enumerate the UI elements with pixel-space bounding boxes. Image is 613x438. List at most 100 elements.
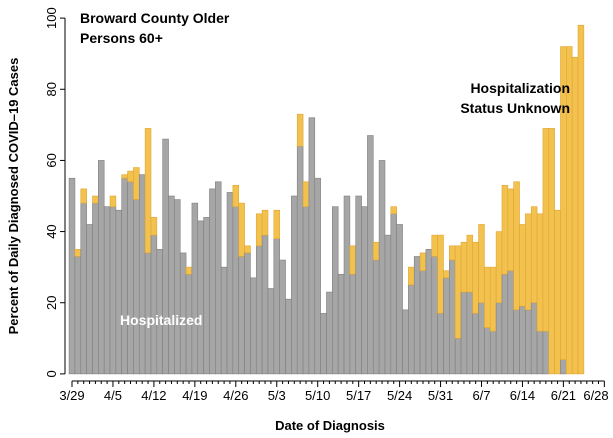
bar-segment: [291, 195, 298, 375]
bar-segment: [378, 160, 386, 375]
bar-segment: [232, 206, 240, 375]
x-tick-label: 4/5: [104, 388, 122, 403]
bar-segment: [507, 188, 514, 272]
bar-segment: [577, 24, 585, 375]
bar-segment: [489, 330, 497, 375]
bar-segment: [80, 188, 87, 204]
x-tick-label: 6/14: [510, 388, 535, 403]
bar-segment: [220, 266, 228, 375]
bar-segment: [501, 273, 509, 375]
bar-segment: [349, 273, 357, 375]
bar-segment: [501, 185, 509, 275]
bar-segment: [238, 256, 245, 375]
bar-segment: [466, 291, 474, 375]
bar-segment: [250, 277, 257, 375]
x-tick-label: 4/19: [182, 388, 207, 403]
series-label: Hospitalization Status Unknown: [460, 80, 570, 116]
x-tick-label: 4/12: [141, 388, 166, 403]
bar-segment: [197, 220, 204, 375]
bar-segment: [454, 245, 462, 339]
bar-segment: [168, 195, 175, 375]
bar-segment: [308, 117, 316, 375]
bar-segment: [367, 135, 374, 375]
bar-segment: [466, 234, 474, 293]
bar-segment: [109, 206, 117, 375]
bar-segment: [419, 270, 427, 375]
y-axis-label: Percent of Daily Diagnosed COVID–19 Case…: [6, 58, 21, 335]
bar-segment: [355, 195, 362, 375]
bar-segment: [460, 241, 468, 293]
bar-segment: [98, 160, 105, 375]
bar-segment: [326, 291, 333, 375]
bar-segment: [279, 259, 286, 375]
bar-segment: [372, 241, 380, 261]
bar-segment: [384, 234, 392, 375]
x-tick-label: 4/26: [223, 388, 248, 403]
bar-segment: [138, 174, 146, 375]
bar-segment: [343, 195, 351, 375]
bar-segment: [513, 309, 520, 375]
bar-segment: [472, 313, 479, 375]
bar-segment: [244, 245, 251, 254]
x-tick-label: 5/24: [387, 388, 412, 403]
bar-segment: [530, 206, 538, 304]
bar-segment: [390, 206, 397, 215]
bar-segment: [244, 252, 251, 375]
bar-segment: [372, 259, 380, 375]
bar-segment: [542, 128, 550, 332]
bar-segment: [92, 202, 99, 375]
bar-segment: [536, 213, 544, 332]
bar-segment: [332, 206, 339, 375]
bar-segment: [419, 252, 427, 272]
bar-segment: [519, 224, 526, 307]
bar-segment: [267, 288, 275, 375]
bar-segment: [215, 181, 222, 375]
bar-segment: [144, 128, 152, 254]
bar-segment: [443, 277, 450, 375]
bar-segment: [349, 245, 357, 275]
x-axis-label: Date of Diagnosis: [275, 418, 385, 433]
bar-segment: [431, 234, 438, 257]
bar-segment: [238, 202, 245, 257]
bar-segment: [396, 224, 403, 375]
x-tick-label: 5/10: [305, 388, 330, 403]
y-tick-label: 40: [44, 224, 59, 238]
y-tick-label: 100: [44, 7, 59, 29]
bar-segment: [320, 313, 327, 375]
bar-segment: [150, 217, 158, 236]
x-tick-label: 5/3: [268, 388, 286, 403]
bar-segment: [314, 177, 321, 375]
bar-segment: [472, 241, 479, 314]
bar-segment: [484, 327, 491, 375]
bar-segment: [437, 234, 444, 314]
y-tick-label: 0: [44, 370, 59, 377]
bar-segment: [530, 302, 538, 375]
bar-segment: [525, 309, 532, 375]
y-tick-label: 20: [44, 295, 59, 309]
bar-segment: [302, 181, 310, 207]
bar-segment: [226, 192, 234, 375]
x-tick-label: 3/29: [59, 388, 84, 403]
bar-segment: [478, 224, 485, 304]
bar-segment: [437, 313, 444, 375]
bar-segment: [495, 302, 503, 375]
bar-segment: [296, 113, 304, 147]
bar-segment: [361, 206, 368, 375]
bar-segment: [337, 273, 345, 375]
bar-segment: [74, 256, 82, 375]
bar-segment: [296, 145, 304, 375]
x-tick-label: 5/17: [346, 388, 371, 403]
bar-segment: [74, 249, 82, 257]
bar-segment: [103, 206, 111, 375]
bar-segment: [261, 234, 269, 375]
bar-segment: [121, 177, 128, 375]
x-tick-label: 5/31: [428, 388, 453, 403]
bar-segment: [191, 202, 199, 375]
bar-segment: [460, 291, 468, 375]
bar-segment: [402, 309, 409, 375]
bar-segment: [525, 213, 532, 311]
bar-segment: [133, 167, 140, 200]
bar-segment: [548, 128, 555, 375]
bar-segment: [261, 209, 269, 236]
